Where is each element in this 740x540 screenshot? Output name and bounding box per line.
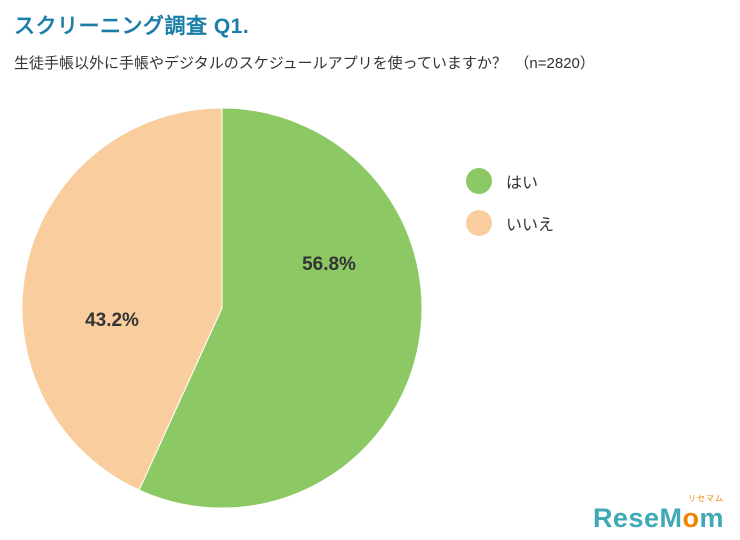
page-title: スクリーニング調査 Q1. xyxy=(14,15,250,38)
pie-slice-1 xyxy=(21,107,223,491)
resemom-logo-text-part1: ReseM xyxy=(592,503,683,533)
chart-legend: はい いいえ xyxy=(466,168,554,236)
resemom-logo-accent: o xyxy=(682,503,700,533)
legend-label-no: いいえ xyxy=(506,217,555,234)
pie-chart: 56.8% 43.2% xyxy=(21,107,423,509)
resemom-logo: リセマム ReseMom xyxy=(593,495,724,532)
legend-item-yes: はい xyxy=(466,168,554,194)
legend-item-no: いいえ xyxy=(466,210,554,236)
legend-label-yes: はい xyxy=(506,175,539,192)
resemom-logo-text-part2: m xyxy=(699,503,724,533)
legend-swatch-no xyxy=(466,210,492,236)
pie-slice-value-label: 43.2% xyxy=(85,310,139,331)
pie-chart-container: 56.8% 43.2% xyxy=(18,104,426,517)
legend-swatch-yes xyxy=(466,168,492,194)
resemom-logo-katakana: リセマム xyxy=(688,494,724,503)
survey-question: 生徒手帳以外に手帳やデジタルのスケジュールアプリを使っていますか？ （n=282… xyxy=(14,55,595,72)
resemom-logo-text: ReseMom xyxy=(593,503,724,533)
pie-slice-value-label: 56.8% xyxy=(302,254,356,275)
pie-slice-0 xyxy=(138,107,423,509)
